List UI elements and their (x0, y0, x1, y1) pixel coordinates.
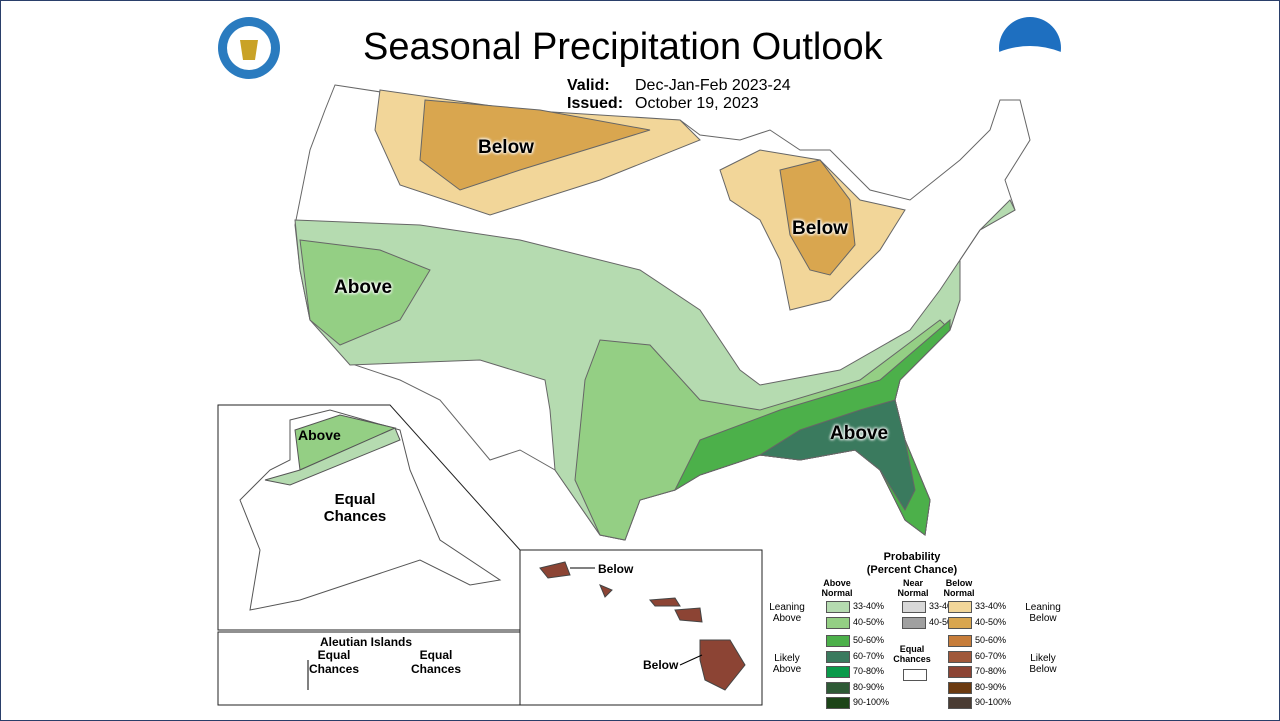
hawaii-leader (679, 654, 703, 666)
legend-item-label: 60-70% (853, 650, 885, 661)
legend-swatch (948, 697, 972, 709)
side-label: Leaning Above (769, 602, 805, 624)
region-label: Below (643, 658, 679, 672)
legend-swatch (948, 681, 972, 694)
legend-item-label: 90-100% (853, 697, 890, 707)
legend-item-label: 40-50% (853, 616, 885, 627)
region-label: Below (792, 218, 848, 239)
region-label: Above (334, 277, 393, 298)
region-label: Below (478, 137, 534, 158)
legend-swatch (902, 601, 926, 613)
above-60-70 (758, 399, 916, 512)
region-label: Above (298, 427, 341, 443)
legend-swatch (826, 616, 850, 629)
legend-swatch (902, 616, 926, 629)
side-label: Leaning Below (1025, 602, 1061, 624)
above-40-50-west (299, 239, 431, 346)
legend-item-label: 80-90% (975, 681, 1007, 692)
legend-item-label: 90-100% (975, 697, 1012, 707)
aleutian-title: Aleutian Islands (320, 635, 413, 649)
legend-column-title: Below Normal (943, 578, 975, 598)
legend-item-label: 40-50% (929, 616, 961, 627)
region-label: Below (598, 562, 634, 576)
below-40-50-lakes (779, 159, 856, 276)
hawaii-below (539, 561, 746, 691)
region-label: Equal Chances (410, 648, 462, 676)
region-label: Equal Chances (308, 648, 360, 676)
below-40-50-north (419, 99, 651, 191)
legend-swatch (826, 666, 850, 678)
title: Seasonal Precipitation Outlook (363, 26, 883, 68)
legend-item-label: 60-70% (975, 650, 1007, 661)
side-label: Likely Below (1029, 653, 1057, 675)
legend-swatch (826, 650, 850, 663)
legend-swatch (948, 635, 972, 647)
seal-shield (240, 40, 258, 60)
legend-swatch (948, 650, 972, 663)
valid-label: Valid: (567, 77, 610, 94)
legend-item-label: 70-80% (975, 666, 1007, 676)
legend-swatch (948, 601, 972, 613)
legend-swatch (826, 635, 850, 647)
legend-swatch (826, 681, 850, 694)
legend-item-label: 33-40% (929, 601, 961, 611)
legend-equal: Equal Chances (893, 644, 931, 664)
legend-item-label: 33-40% (975, 601, 1007, 611)
legend-swatch (826, 601, 850, 613)
legend-swatch (826, 697, 850, 709)
side-label: Likely Above (772, 653, 802, 675)
issued-label: Issued: (567, 95, 624, 112)
region-label: Equal Chances (323, 491, 387, 525)
region-label: Above (830, 423, 889, 444)
equal-swatch (903, 669, 927, 681)
legend-swatch (948, 666, 972, 678)
legend-column-title: Above Normal (821, 578, 853, 598)
legend-item-label: 33-40% (853, 601, 885, 611)
aleutian-inset (217, 631, 521, 706)
legend-item-label: 40-50% (975, 616, 1007, 627)
legend-item-label: 70-80% (853, 666, 885, 676)
legend-title: Probability (883, 551, 941, 563)
valid: Dec-Jan-Feb 2023-24 (635, 77, 791, 94)
legend-item-label: 50-60% (853, 635, 885, 645)
legend-item-label: 80-90% (853, 681, 885, 692)
legend-subtitle: (Percent Chance) (866, 564, 958, 576)
alaska-above-light (264, 427, 401, 486)
legend-column-title: Near Normal (897, 578, 929, 598)
legend-item-label: 50-60% (975, 635, 1007, 645)
legend-swatch (948, 616, 972, 629)
issued: October 19, 2023 (635, 95, 759, 112)
noaa-wave (999, 46, 1061, 83)
